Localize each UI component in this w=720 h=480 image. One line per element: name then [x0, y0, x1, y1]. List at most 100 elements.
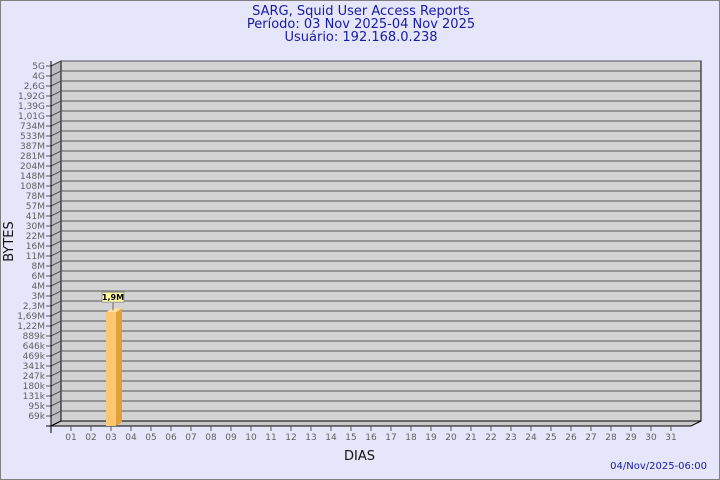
- y-tick-label: 30M: [26, 222, 45, 232]
- gridline-side: [50, 340, 62, 347]
- gridline-side: [50, 410, 62, 417]
- x-tick-label: 18: [405, 433, 417, 443]
- x-tick-label: 25: [545, 433, 556, 443]
- x-tick-label: 20: [445, 433, 457, 443]
- y-tick-label: 2,6G: [24, 82, 45, 92]
- gridline-side: [50, 270, 62, 277]
- x-tick-label: 16: [365, 433, 377, 443]
- gridline-side: [50, 240, 62, 247]
- x-tick-label: 19: [425, 433, 437, 443]
- gridline-side: [50, 60, 62, 67]
- chart-period: Período: 03 Nov 2025-04 Nov 2025: [246, 17, 476, 32]
- x-tick-label: 11: [265, 433, 276, 443]
- y-tick-label: 2,3M: [23, 302, 45, 312]
- y-tick-label: 341k: [23, 362, 46, 372]
- y-tick-label: 4G: [32, 72, 45, 82]
- gridline-side: [50, 230, 62, 237]
- x-tick-label: 27: [585, 433, 596, 443]
- y-tick-label: 469k: [23, 352, 46, 362]
- y-tick-label: 95k: [28, 402, 45, 412]
- x-tick-label: 13: [305, 433, 316, 443]
- y-tick-label: 4M: [32, 282, 46, 292]
- y-tick-label: 41M: [26, 212, 45, 222]
- x-tick-label: 30: [645, 433, 657, 443]
- x-tick-label: 09: [225, 433, 237, 443]
- x-tick-label: 15: [345, 433, 356, 443]
- gridline-side: [50, 100, 62, 107]
- x-tick-label: 17: [385, 433, 396, 443]
- x-tick-label: 05: [145, 433, 156, 443]
- gridline-side: [50, 120, 62, 127]
- y-tick-label: 281M: [20, 152, 45, 162]
- y-tick-label: 69k: [28, 412, 45, 422]
- x-tick-label: 04: [125, 433, 137, 443]
- gridline-side: [50, 150, 62, 157]
- gridline-side: [50, 110, 62, 117]
- x-tick-label: 01: [65, 433, 76, 443]
- gridline-side: [50, 200, 62, 207]
- x-tick-label: 29: [625, 433, 637, 443]
- gridline-side: [50, 80, 62, 87]
- y-tick-label: 22M: [26, 232, 45, 242]
- y-tick-label: 387M: [20, 142, 45, 152]
- x-tick-label: 03: [105, 433, 116, 443]
- x-tick-label: 24: [525, 433, 537, 443]
- floor: [50, 420, 702, 427]
- y-tick-label: 889k: [23, 332, 46, 342]
- y-tick-label: 8M: [32, 262, 46, 272]
- y-tick-label: 5G: [32, 62, 45, 72]
- y-tick-label: 6M: [32, 272, 46, 282]
- x-axis-label: DIAS: [344, 449, 375, 464]
- gridline-side: [50, 90, 62, 97]
- gridline-side: [50, 130, 62, 137]
- x-tick-label: 07: [185, 433, 196, 443]
- chart-title: SARG, Squid User Access Reports: [252, 4, 470, 19]
- gridline-side: [50, 320, 62, 327]
- gridline-side: [50, 290, 62, 297]
- gridline-side: [50, 160, 62, 167]
- gridline-side: [50, 370, 62, 377]
- chart-user: Usuário: 192.168.0.238: [284, 30, 438, 45]
- gridline-side: [50, 140, 62, 147]
- x-tick-label: 08: [205, 433, 217, 443]
- x-tick-label: 26: [565, 433, 577, 443]
- y-tick-label: 78M: [26, 192, 45, 202]
- x-tick-label: 22: [485, 433, 496, 443]
- y-tick-label: 131k: [23, 392, 46, 402]
- x-tick-label: 28: [605, 433, 617, 443]
- gridline-side: [50, 220, 62, 227]
- gridline-side: [50, 180, 62, 187]
- bar-label: 1,9M: [102, 293, 124, 302]
- gridline-side: [50, 380, 62, 387]
- x-tick-label: 23: [505, 433, 516, 443]
- y-tick-label: 1,22M: [17, 322, 45, 332]
- x-tick-label: 31: [665, 433, 676, 443]
- x-tick-label: 02: [85, 433, 96, 443]
- y-tick-label: 148M: [20, 172, 45, 182]
- y-tick-label: 1,92G: [18, 92, 45, 102]
- gridline-side: [50, 210, 62, 217]
- x-tick-label: 14: [325, 433, 337, 443]
- bar-side: [116, 308, 122, 426]
- bar: [106, 312, 116, 426]
- y-tick-label: 533M: [20, 132, 45, 142]
- y-tick-label: 16M: [26, 242, 45, 252]
- x-tick-label: 12: [285, 433, 296, 443]
- y-axis-label: BYTES: [1, 221, 17, 262]
- y-tick-label: 646k: [23, 342, 46, 352]
- gridline-side: [50, 70, 62, 77]
- bar-top: [106, 308, 122, 313]
- x-tick-label: 06: [165, 433, 177, 443]
- gridline-side: [50, 350, 62, 357]
- gridline-side: [50, 170, 62, 177]
- gridline-side: [50, 360, 62, 367]
- y-tick-label: 204M: [20, 162, 45, 172]
- x-tick-label: 21: [465, 433, 476, 443]
- y-tick-label: 1,39G: [18, 102, 45, 112]
- gridline-side: [50, 190, 62, 197]
- y-tick-label: 3M: [32, 292, 46, 302]
- y-tick-label: 11M: [26, 252, 45, 262]
- gridline-side: [50, 250, 62, 257]
